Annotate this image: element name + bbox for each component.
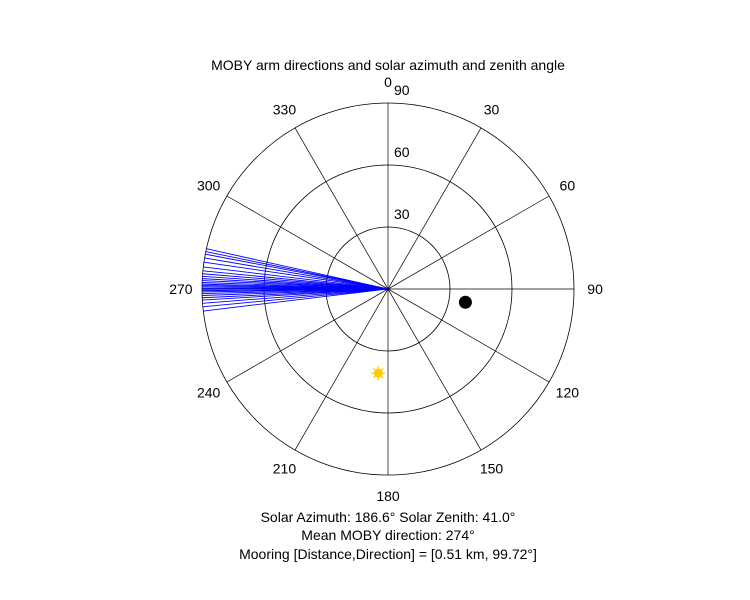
sun-ray xyxy=(379,374,384,379)
moby-arm-line xyxy=(203,261,389,290)
mooring-marker xyxy=(458,295,472,309)
tick-labels: 0 30 60 90 120 150 180 210 240 270 300 330 30 60 90 xyxy=(169,74,603,504)
chart-title: MOBY arm directions and solar azimuth an… xyxy=(211,57,565,73)
angle-tick-label: 180 xyxy=(376,488,400,504)
angle-tick-label: 240 xyxy=(197,385,221,401)
mean-direction-annotation: Mean MOBY direction: 274° xyxy=(301,527,475,543)
radial-tick-label: 30 xyxy=(394,206,410,222)
moby-arm-line xyxy=(202,288,389,308)
moby-arm-line xyxy=(204,257,389,290)
moby-arm-line xyxy=(205,251,389,290)
angle-tick-label: 60 xyxy=(560,177,576,193)
moby-arm-line xyxy=(206,248,389,290)
angle-tick-label: 300 xyxy=(197,177,221,193)
angle-tick-label: 90 xyxy=(587,281,603,297)
solar-info-annotation: Solar Azimuth: 186.6° Solar Zenith: 41.0… xyxy=(260,509,516,525)
moby-arm-line xyxy=(203,288,389,312)
radial-tick-label: 90 xyxy=(394,82,410,98)
mooring-annotation: Mooring [Distance,Direction] = [0.51 km,… xyxy=(239,546,537,562)
moby-arm-line xyxy=(203,266,389,290)
sun-ray xyxy=(372,374,377,379)
angle-tick-label: 210 xyxy=(273,460,297,476)
angle-tick-label: 120 xyxy=(556,385,580,401)
angle-tick-label: 270 xyxy=(169,281,193,297)
angle-tick-label: 150 xyxy=(480,460,504,476)
moby-arm-line xyxy=(202,288,389,304)
moby-arm-line xyxy=(202,273,389,290)
data-layer xyxy=(201,248,472,381)
angle-tick-label: 30 xyxy=(484,102,500,118)
sun-ray xyxy=(379,367,384,372)
moby-arm-line xyxy=(202,270,389,290)
sun-marker xyxy=(371,366,386,381)
sun-ray xyxy=(372,367,377,372)
angle-tick-label: 330 xyxy=(273,102,297,118)
angle-tick-label: 0 xyxy=(384,74,392,90)
radial-tick-label: 60 xyxy=(394,144,410,160)
